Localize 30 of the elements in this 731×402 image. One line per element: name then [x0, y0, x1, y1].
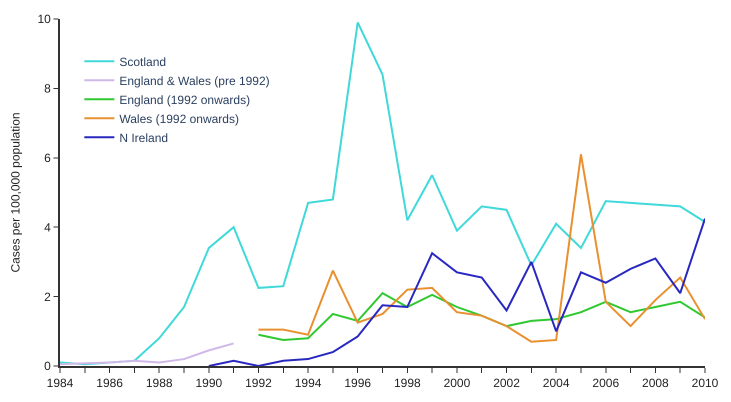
legend-label: England & Wales (pre 1992): [119, 74, 270, 88]
x-tick-label: 2002: [493, 376, 520, 390]
x-tick-label: 1994: [294, 376, 322, 390]
y-tick-label: 8: [44, 82, 52, 96]
legend-label: England (1992 onwards): [119, 92, 250, 107]
line-series: [208, 218, 705, 366]
line-series: [60, 342, 235, 366]
legend-label: Wales (1992 onwards): [119, 112, 239, 126]
x-tick-label: 1986: [96, 376, 124, 390]
x-tick-label: 2004: [542, 376, 570, 390]
y-tick-label: 4: [44, 220, 52, 234]
y-tick-label: 10: [37, 12, 52, 26]
x-tick-label: 1996: [344, 376, 372, 390]
y-tick-label: 0: [44, 359, 52, 374]
x-tick-label: 2006: [592, 376, 620, 390]
x-tick-label: 2000: [444, 376, 471, 390]
y-axis-title: Cases per 100,000 population: [8, 112, 22, 273]
y-tick-label: 6: [44, 151, 52, 165]
x-tick-label: 1984: [46, 376, 74, 390]
x-tick-label: 2008: [642, 376, 670, 390]
x-tick-label: 1990: [196, 376, 223, 390]
legend-label: Scotland: [119, 54, 166, 69]
x-tick-label: 1992: [245, 376, 272, 390]
line-series: [257, 153, 705, 343]
y-tick-label: 2: [44, 290, 52, 304]
x-tick-label: 1998: [394, 376, 421, 390]
x-tick-label: 2010: [692, 376, 719, 390]
legend-label: N Ireland: [119, 130, 168, 145]
line-series: [257, 292, 705, 341]
x-tick-label: 1988: [146, 376, 173, 390]
